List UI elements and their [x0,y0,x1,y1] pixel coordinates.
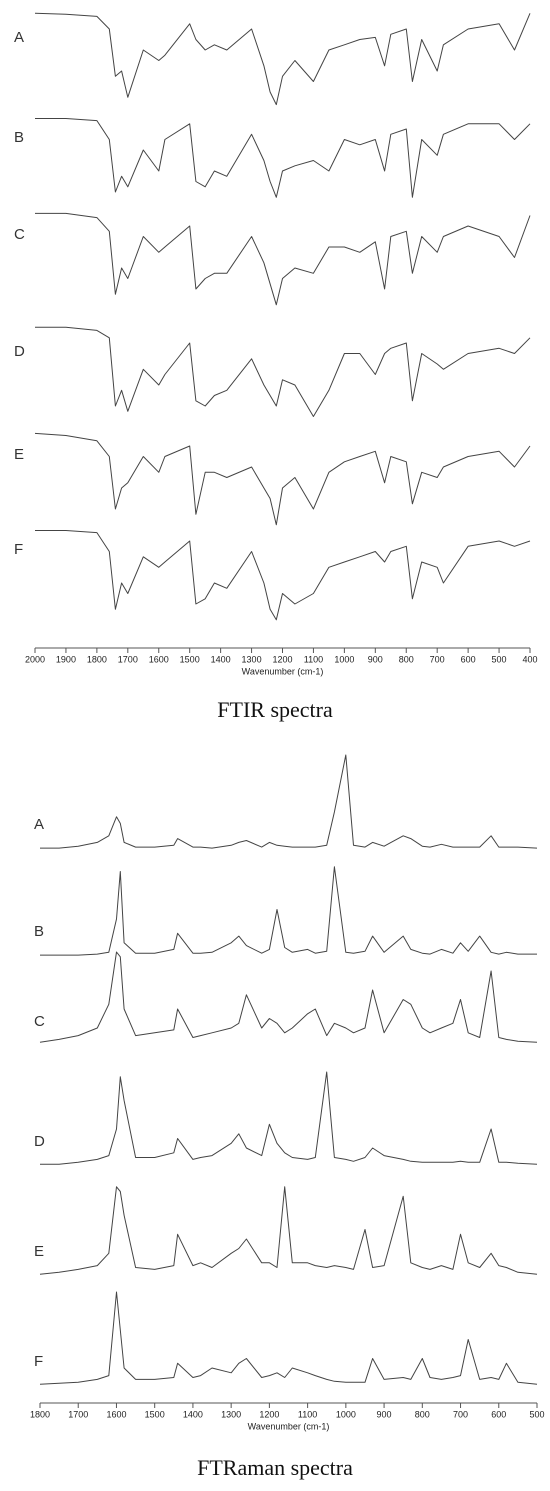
x-tick-label: 1500 [145,1409,165,1419]
x-tick-label: 1700 [118,654,138,664]
x-tick-label: 1300 [221,1409,241,1419]
x-tick-label: 1900 [56,654,76,664]
series-label: B [34,923,44,940]
x-tick-label: 700 [453,1409,468,1419]
spectrum-line [39,1291,538,1385]
spectrum-line [40,866,537,956]
x-tick-label: 1500 [180,654,200,664]
x-tick-label: 800 [415,1409,430,1419]
spectrum-line [40,754,538,849]
x-tick-label: 500 [492,654,507,664]
spectrum-line [35,530,531,621]
series-label: E [14,446,24,463]
chart-title: FTIR spectra [217,697,333,722]
spectrum-line [39,1186,538,1275]
spectrum-line [35,118,531,198]
chart-title: FTRaman spectra [197,1455,353,1480]
series-label: D [34,1133,45,1150]
spectrum-line [35,326,531,417]
series-label: A [34,816,44,833]
x-tick-label: 1000 [334,654,354,664]
x-tick-label: 900 [368,654,383,664]
spectrum-line [34,12,531,106]
series-label: B [14,129,24,146]
x-axis-label: Wavenumber (cm-1) [242,666,324,676]
x-tick-label: 1700 [68,1409,88,1419]
x-axis-label: Wavenumber (cm-1) [248,1421,330,1431]
x-tick-label: 1300 [242,654,262,664]
x-tick-label: 1400 [183,1409,203,1419]
x-tick-label: 1000 [336,1409,356,1419]
x-tick-label: 700 [430,654,445,664]
series-label: A [14,29,24,46]
x-tick-label: 1200 [272,654,292,664]
x-tick-label: 1800 [30,1409,50,1419]
spectrum-line [34,432,531,526]
x-tick-label: 1400 [211,654,231,664]
series-label: F [34,1353,43,1370]
x-tick-label: 1600 [149,654,169,664]
x-tick-label: 1100 [298,1409,317,1419]
x-tick-label: 600 [491,1409,506,1419]
x-tick-label: 2000 [25,654,45,664]
x-tick-label: 1600 [106,1409,126,1419]
spectrum-line [39,951,538,1043]
x-tick-label: 1200 [259,1409,279,1419]
x-tick-label: 1100 [304,654,323,664]
series-label: C [14,226,25,243]
x-tick-label: 1800 [87,654,107,664]
series-label: F [14,541,23,558]
x-tick-label: 400 [522,654,537,664]
x-tick-label: 900 [377,1409,392,1419]
x-tick-label: 800 [399,654,414,664]
series-label: C [34,1013,45,1030]
series-label: D [14,343,25,360]
spectrum-line [40,1071,538,1165]
x-tick-label: 600 [461,654,476,664]
series-label: E [34,1243,44,1260]
x-tick-label: 500 [529,1409,544,1419]
spectrum-line [35,212,531,306]
